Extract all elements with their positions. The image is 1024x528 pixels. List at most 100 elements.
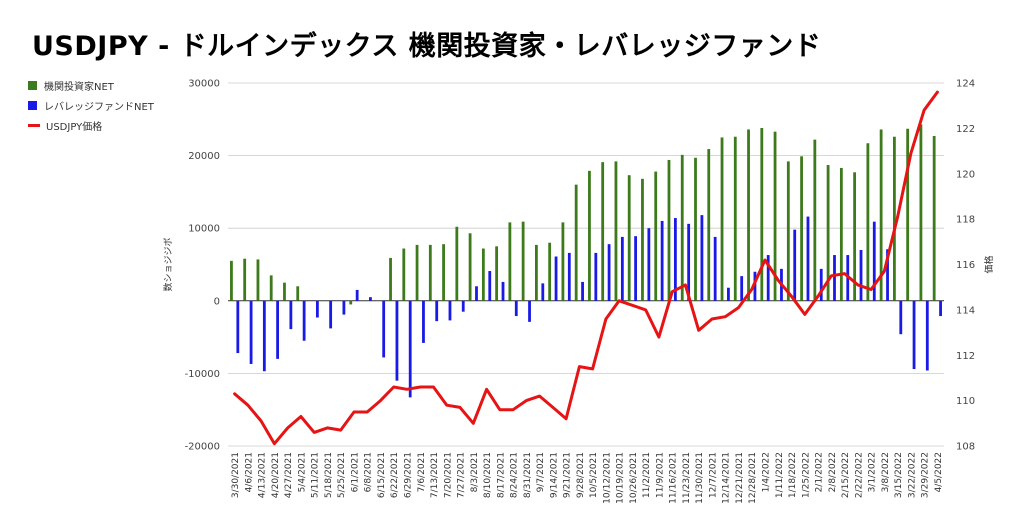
bar-leveraged	[647, 228, 651, 301]
y2-tick-label: 116	[956, 260, 975, 271]
y-tick-label: -10000	[185, 369, 220, 380]
legend-swatch-price	[28, 123, 40, 127]
bar-institutional	[508, 222, 512, 301]
bar-leveraged	[355, 289, 359, 301]
bar-institutional	[680, 154, 684, 301]
bar-institutional	[839, 167, 843, 301]
bar-institutional	[813, 139, 817, 301]
x-tick-label: 6/29/2021	[404, 452, 414, 498]
bar-leveraged	[859, 249, 863, 301]
bar-leveraged	[461, 300, 465, 312]
bar-institutional	[349, 300, 353, 305]
x-tick-label: 11/2/2021	[642, 452, 652, 498]
bar-leveraged	[872, 221, 876, 301]
bar-institutional	[667, 159, 671, 301]
bar-leveraged	[382, 300, 386, 358]
x-tick-label: 2/22/2022	[854, 452, 864, 498]
legend-item-leveraged: レバレッジファンドNET	[28, 95, 154, 115]
x-tick-label: 9/28/2021	[576, 452, 586, 498]
bar-institutional	[707, 149, 711, 301]
x-tick-label: 4/20/2021	[271, 452, 281, 498]
x-tick-label: 3/29/2022	[921, 452, 931, 498]
x-tick-label: 6/1/2021	[351, 452, 361, 492]
x-tick-label: 3/1/2022	[868, 452, 878, 492]
x-tick-label: 4/5/2022	[934, 452, 944, 492]
bar-leveraged	[276, 300, 280, 359]
x-tick-label: 5/11/2021	[311, 452, 321, 498]
x-tick-label: 4/13/2021	[258, 452, 268, 498]
bar-leveraged	[236, 300, 240, 354]
bar-leveraged	[620, 236, 624, 301]
x-tick-label: 4/6/2021	[244, 452, 254, 492]
x-tick-label: 8/24/2021	[510, 452, 520, 498]
bar-institutional	[230, 260, 233, 301]
x-tick-label: 11/9/2021	[655, 452, 665, 498]
bar-institutional	[243, 258, 247, 301]
x-tick-label: 1/11/2022	[775, 452, 785, 498]
x-tick-label: 7/13/2021	[430, 452, 440, 498]
bar-leveraged	[289, 300, 293, 330]
x-tick-label: 8/3/2021	[470, 452, 480, 492]
bar-leveraged	[713, 236, 717, 301]
bar-institutional	[654, 171, 658, 301]
x-tick-label: 6/8/2021	[364, 452, 374, 492]
bar-institutional	[574, 184, 578, 301]
bar-leveraged	[700, 215, 704, 301]
bar-leveraged	[660, 220, 664, 301]
bar-institutional	[561, 222, 565, 301]
bar-leveraged	[727, 287, 730, 301]
legend-item-institutional: 機関投資家NET	[28, 75, 154, 95]
bar-institutional	[402, 248, 406, 301]
x-tick-label: 12/28/2021	[748, 452, 758, 504]
x-tick-label: 5/4/2021	[297, 452, 307, 492]
series-line-price	[233, 90, 939, 446]
bar-leveraged	[488, 271, 492, 301]
x-tick-label: 5/18/2021	[324, 452, 334, 498]
y2-tick-label: 118	[956, 215, 975, 226]
x-tick-label: 6/15/2021	[377, 452, 387, 498]
bar-institutional	[269, 275, 273, 301]
x-tick-label: 6/22/2021	[390, 452, 400, 498]
x-tick-label: 3/22/2022	[907, 452, 917, 498]
legend-item-price: USDJPY価格	[28, 115, 154, 135]
bar-institutional	[800, 156, 803, 301]
bar-leveraged	[886, 249, 889, 301]
bar-leveraged	[302, 300, 306, 341]
bar-institutional	[747, 129, 750, 301]
x-tick-label: 1/4/2022	[762, 452, 772, 492]
bar-leveraged	[395, 300, 399, 381]
bar-leveraged	[554, 256, 558, 301]
bar-leveraged	[369, 297, 372, 301]
legend-label-institutional: 機関投資家NET	[44, 81, 114, 93]
x-tick-label: 8/10/2021	[483, 452, 493, 498]
x-tick-label: 10/26/2021	[629, 452, 639, 504]
y2-tick-label: 114	[956, 305, 975, 316]
bar-leveraged	[475, 286, 478, 301]
x-tick-label: 9/7/2021	[536, 452, 546, 492]
bar-institutional	[760, 128, 764, 301]
bar-institutional	[733, 136, 737, 301]
bar-leveraged	[925, 300, 929, 371]
x-tick-label: 3/15/2022	[894, 452, 904, 498]
x-tick-label: 2/15/2022	[841, 452, 851, 498]
y2-tick-label: 108	[956, 442, 975, 453]
bar-leveraged	[607, 244, 611, 301]
bar-leveraged	[329, 300, 333, 329]
x-tick-label: 10/5/2021	[589, 452, 599, 498]
bar-institutional	[495, 246, 499, 301]
y-tick-label: 10000	[188, 224, 220, 235]
bar-leveraged	[594, 252, 598, 301]
bar-leveraged	[342, 300, 346, 315]
bar-institutional	[773, 131, 777, 301]
x-tick-label: 10/19/2021	[616, 452, 626, 504]
bar-leveraged	[514, 300, 518, 317]
bar-institutional	[853, 172, 857, 301]
bar-leveraged	[819, 268, 823, 301]
x-tick-label: 12/14/2021	[722, 452, 732, 504]
x-tick-label: 4/27/2021	[284, 452, 294, 498]
bar-institutional	[415, 244, 419, 301]
bar-institutional	[521, 221, 525, 301]
y-axis-label: 数ショジジボ	[162, 237, 174, 291]
bar-leveraged	[567, 252, 571, 301]
